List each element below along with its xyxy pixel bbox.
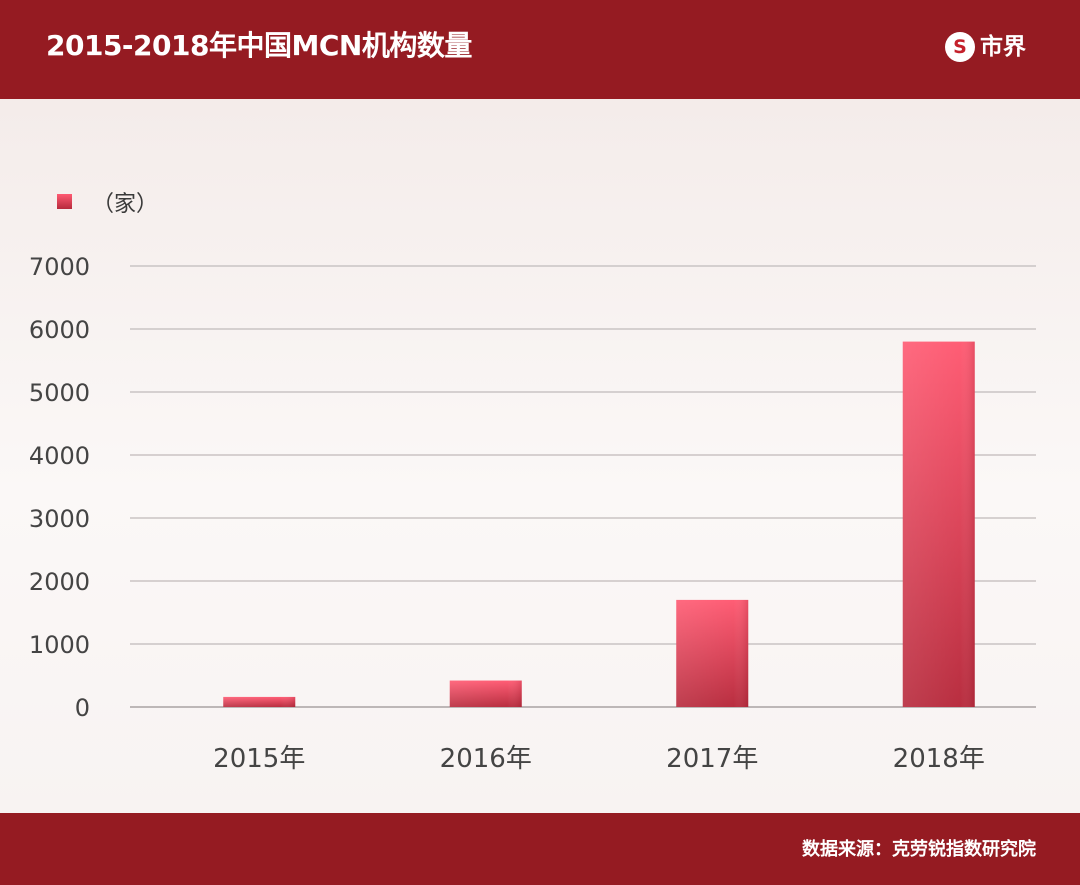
bar-chart: （家） 0 1000 2000 3000 4000 5000 6000 7000 2015年 20… [29, 192, 1036, 774]
y-tick-label: 0 [75, 694, 90, 722]
chart-area: （家） 0 1000 2000 3000 4000 5000 6000 7000 2015年 20… [0, 99, 1080, 813]
x-tick-label: 2018年 [893, 744, 985, 774]
x-tick-label: 2016年 [440, 744, 532, 774]
bar-highlight [449, 680, 522, 707]
bar-highlight [223, 696, 296, 707]
y-tick-label: 3000 [29, 505, 90, 533]
y-tick-label: 7000 [29, 253, 90, 281]
logo-text: 市界 [980, 34, 1026, 60]
y-tick-label: 4000 [29, 442, 90, 470]
logo-s-icon: S [945, 32, 975, 62]
x-tick-label: 2017年 [666, 744, 758, 774]
y-tick-label: 5000 [29, 379, 90, 407]
brand-logo: S 市界 [945, 30, 1026, 64]
legend-unit-label: （家） [92, 192, 158, 217]
footer-bar: 数据来源：克劳锐指数研究院 [0, 813, 1080, 885]
legend: （家） [57, 192, 158, 217]
bar-highlight [902, 341, 975, 707]
data-source: 数据来源：克劳锐指数研究院 [802, 839, 1036, 860]
legend-swatch [57, 194, 72, 209]
y-tick-label: 1000 [29, 631, 90, 659]
header-bar: 2015-2018年中国MCN机构数量 S 市界 [0, 0, 1080, 99]
x-tick-label: 2015年 [213, 744, 305, 774]
y-tick-label: 2000 [29, 568, 90, 596]
y-tick-label: 6000 [29, 316, 90, 344]
chart-title: 2015-2018年中国MCN机构数量 [46, 29, 472, 62]
bar-highlight [676, 599, 749, 707]
